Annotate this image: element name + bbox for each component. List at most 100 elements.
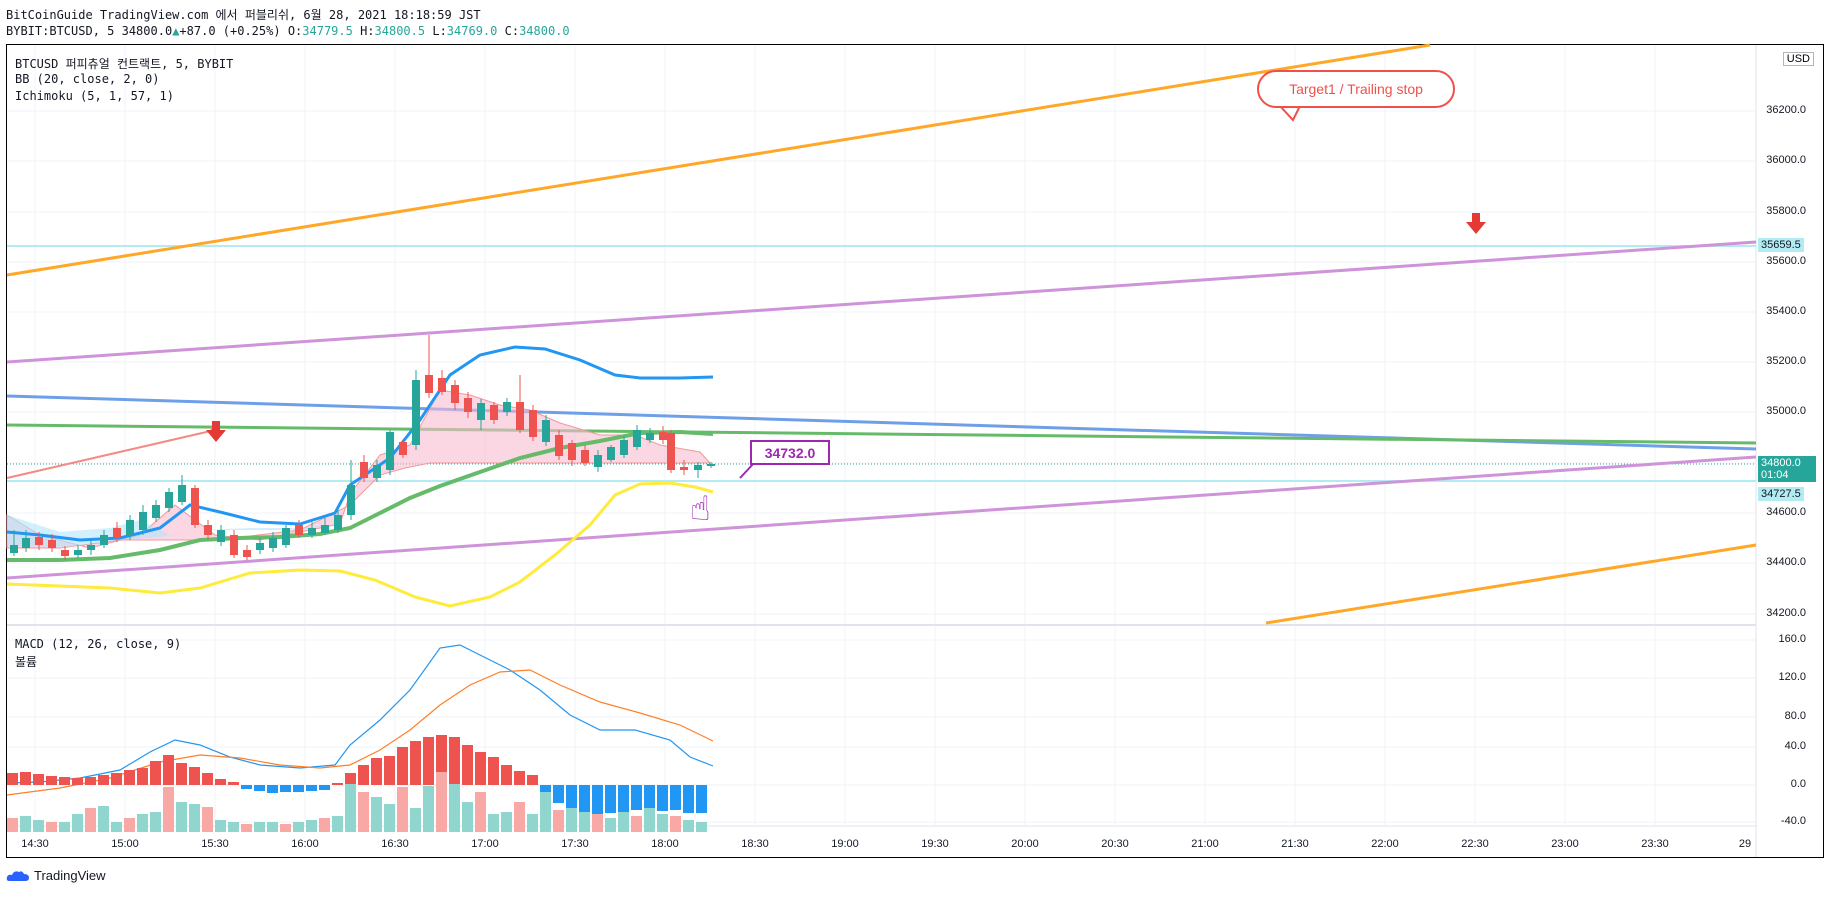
volume-bar — [475, 792, 486, 832]
macd-bar — [98, 775, 109, 785]
candle-body — [113, 528, 121, 538]
volume-bar — [20, 816, 31, 832]
volume-bar — [683, 820, 694, 832]
candle-body — [555, 435, 563, 456]
macd-bar — [293, 785, 304, 792]
volume-bar — [553, 810, 564, 832]
macd-bar — [410, 741, 421, 785]
cloud-logo-icon — [6, 870, 29, 881]
macd-bar — [631, 785, 642, 810]
open-label: O: — [287, 24, 303, 38]
volume-bar — [189, 804, 200, 832]
purple-trendline-lower[interactable] — [6, 455, 1757, 580]
time-axis-label: 20:00 — [1011, 838, 1039, 850]
volume-bar — [397, 787, 408, 832]
candle-body — [35, 537, 43, 545]
tradingview-logo[interactable]: TradingView — [6, 868, 106, 883]
macd-bar — [111, 773, 122, 785]
volume-legend[interactable]: 볼륨 — [15, 655, 38, 669]
macd-bar — [618, 785, 629, 812]
candle-body — [399, 442, 407, 455]
macd-bar — [683, 785, 694, 813]
time-axis-label: 23:00 — [1551, 838, 1579, 850]
time-axis-label: 23:30 — [1641, 838, 1669, 850]
volume-bar — [7, 818, 18, 832]
time-axis-label: 21:30 — [1281, 838, 1309, 850]
low-value: 34769.0 — [446, 24, 498, 38]
candle-body — [282, 528, 290, 545]
macd-bar — [423, 737, 434, 785]
open-value: 34779.5 — [302, 24, 353, 38]
candle-body — [256, 543, 264, 550]
volume-bar — [618, 812, 629, 832]
candle-body — [87, 545, 95, 550]
price-axis-label: 35800.0 — [1766, 205, 1806, 217]
high-label: H: — [360, 24, 375, 38]
macd-bar — [449, 737, 460, 785]
macd-bar — [20, 772, 31, 785]
orange-trendline-upper[interactable] — [6, 43, 1431, 277]
macd-bar — [384, 756, 395, 785]
macd-bar — [566, 785, 577, 811]
macd-bar — [241, 785, 252, 789]
macd-bar — [605, 785, 616, 813]
candle-body — [464, 398, 472, 412]
macd-bar — [332, 783, 343, 785]
macd-bar — [163, 755, 174, 785]
salmon-trendline[interactable] — [6, 429, 216, 479]
ichimoku-legend[interactable]: Ichimoku (5, 1, 57, 1) — [15, 89, 174, 103]
macd-bar — [657, 785, 668, 811]
macd-bar — [85, 777, 96, 785]
bb-legend[interactable]: BB (20, close, 2, 0) — [15, 72, 160, 86]
candle-body — [230, 535, 238, 555]
volume-bar — [241, 824, 252, 832]
macd-legend[interactable]: MACD (12, 26, close, 9) — [15, 637, 182, 651]
orange-trendline-lower[interactable] — [1265, 543, 1757, 625]
macd-bar — [202, 773, 213, 785]
macd-bar — [345, 773, 356, 785]
time-axis-label: 21:00 — [1191, 838, 1219, 850]
candle-body — [321, 525, 329, 533]
volume-bar — [280, 824, 291, 832]
hand-pointer-icon[interactable]: ☝ — [690, 489, 710, 529]
green-trendline[interactable] — [6, 423, 1757, 445]
macd-bar — [553, 785, 564, 803]
arrow-down-icon[interactable] — [206, 421, 226, 442]
candle-body — [191, 488, 199, 525]
volume-bar — [566, 808, 577, 832]
purple-trendline-upper[interactable] — [6, 240, 1757, 364]
time-axis-label: 18:30 — [741, 838, 769, 850]
target-callout[interactable]: Target1 / Trailing stop — [1257, 70, 1455, 108]
volume-bars — [7, 772, 707, 832]
volume-bar — [358, 792, 369, 832]
candle-body — [61, 550, 69, 556]
candle-body — [373, 465, 381, 478]
arrow-down-icon[interactable] — [1466, 213, 1486, 234]
macd-axis-label: 120.0 — [1778, 671, 1806, 683]
high-value: 34800.5 — [374, 24, 426, 38]
candle-body — [347, 485, 355, 515]
last-price: 34800.0 — [121, 24, 173, 38]
macd-axis-label: -40.0 — [1780, 815, 1806, 827]
macd-bar — [254, 785, 265, 791]
candle-body — [568, 443, 576, 460]
macd-axis-label: 40.0 — [1784, 740, 1806, 752]
volume-bar — [111, 822, 122, 832]
macd-axis-label: 160.0 — [1778, 633, 1806, 645]
candle-body — [165, 492, 173, 508]
publish-info: BitCoinGuide TradingView.com 에서 퍼블리쉬, 6월… — [6, 8, 481, 22]
volume-bar — [137, 814, 148, 832]
macd-bar — [579, 785, 590, 813]
volume-bar — [98, 806, 109, 832]
volume-bar — [514, 802, 525, 832]
macd-axis-label: 80.0 — [1784, 710, 1806, 722]
macd-bar — [59, 777, 70, 785]
volume-bar — [371, 797, 382, 832]
time-axis-label: 29 — [1738, 838, 1752, 850]
chart-frame[interactable] — [6, 44, 1824, 858]
time-axis-label: 19:00 — [831, 838, 859, 850]
price-note-label[interactable]: 34732.0 — [750, 440, 830, 465]
currency-button[interactable]: USD — [1782, 52, 1814, 66]
chart-title[interactable]: BTCUSD 퍼피츄얼 컨트랙트, 5, BYBIT — [15, 57, 234, 71]
